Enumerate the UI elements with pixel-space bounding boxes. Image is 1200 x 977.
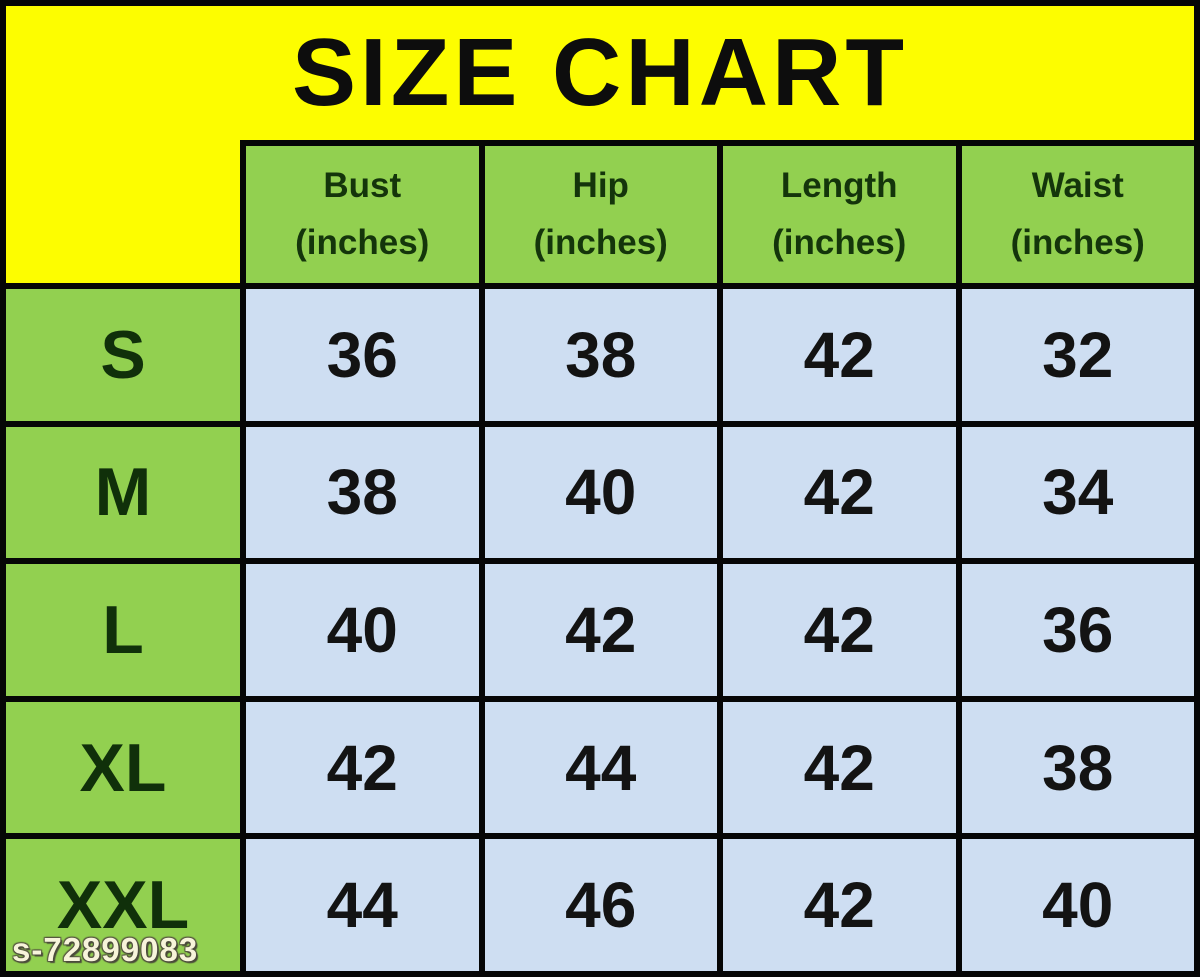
size-label-xl: XL [6, 695, 240, 834]
column-header-waist: Waist (inches) [955, 140, 1194, 283]
value-cell-xxl-bust: 44 [240, 833, 479, 971]
column-header-label: Length [780, 165, 898, 205]
column-header-unit: (inches) [772, 222, 907, 262]
value-cell-m-waist: 34 [955, 420, 1194, 559]
value-cell-xl-waist: 38 [955, 695, 1194, 834]
value-cell-l-waist: 36 [955, 558, 1194, 696]
column-header-unit: (inches) [533, 222, 668, 262]
value-cell-s-length: 42 [717, 283, 956, 421]
value-cell-l-hip: 42 [478, 558, 717, 696]
value-cell-m-length: 42 [717, 420, 956, 559]
value-cell-s-hip: 38 [478, 283, 717, 421]
value-cell-xxl-waist: 40 [955, 833, 1194, 971]
column-header-label: Bust [323, 165, 402, 205]
value-cell-xl-hip: 44 [478, 695, 717, 834]
column-header-label: Hip [572, 165, 629, 205]
column-header-bust: Bust (inches) [240, 140, 479, 283]
column-header-unit: (inches) [1010, 222, 1145, 262]
value-cell-s-bust: 36 [240, 283, 479, 421]
value-cell-m-hip: 40 [478, 420, 717, 559]
value-cell-xl-length: 42 [717, 695, 956, 834]
value-cell-xxl-length: 42 [717, 833, 956, 971]
corner-cell [6, 140, 240, 283]
size-label-s: S [6, 283, 240, 421]
value-cell-m-bust: 38 [240, 420, 479, 559]
value-cell-l-bust: 40 [240, 558, 479, 696]
size-label-l: L [6, 558, 240, 696]
column-header-unit: (inches) [295, 222, 430, 262]
value-cell-l-length: 42 [717, 558, 956, 696]
size-label-m: M [6, 420, 240, 559]
column-header-hip: Hip (inches) [478, 140, 717, 283]
watermark-text: s-72899083 [12, 931, 199, 968]
value-cell-s-waist: 32 [955, 283, 1194, 421]
size-label-xxl: XXL [6, 833, 240, 971]
value-cell-xxl-hip: 46 [478, 833, 717, 971]
page-title: SIZE CHART [6, 6, 1194, 140]
value-cell-xl-bust: 42 [240, 695, 479, 834]
column-header-length: Length (inches) [717, 140, 956, 283]
column-header-label: Waist [1031, 165, 1124, 205]
